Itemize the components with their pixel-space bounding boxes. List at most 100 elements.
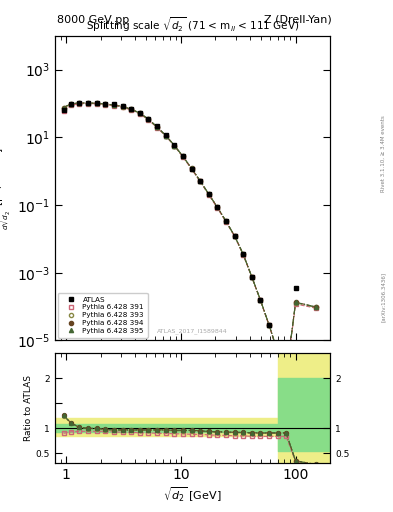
- Pythia 6.428 395: [172, 142, 177, 148]
- Pythia 6.428 394: [198, 178, 202, 184]
- Pythia 6.428 393: [86, 100, 90, 106]
- Pythia 6.428 393: [224, 218, 228, 224]
- Pythia 6.428 395: [198, 178, 202, 184]
- Pythia 6.428 395: [206, 191, 211, 197]
- Pythia 6.428 395: [61, 104, 66, 111]
- Pythia 6.428 394: [241, 251, 246, 257]
- Pythia 6.428 391: [86, 100, 90, 106]
- ATLAS: [293, 285, 298, 291]
- Pythia 6.428 395: [180, 153, 185, 159]
- ATLAS: [189, 165, 194, 172]
- Pythia 6.428 393: [120, 103, 125, 110]
- Pythia 6.428 395: [86, 100, 90, 106]
- Pythia 6.428 393: [163, 133, 168, 139]
- Pythia 6.428 391: [189, 166, 194, 172]
- Pythia 6.428 394: [215, 204, 220, 210]
- Pythia 6.428 395: [103, 101, 108, 107]
- Pythia 6.428 393: [198, 178, 202, 184]
- Pythia 6.428 394: [284, 373, 288, 379]
- Pythia 6.428 393: [293, 300, 298, 306]
- ATLAS: [266, 322, 271, 328]
- ATLAS: [258, 297, 263, 303]
- Pythia 6.428 394: [266, 322, 271, 328]
- Pythia 6.428 393: [189, 165, 194, 172]
- Pythia 6.428 393: [103, 101, 108, 107]
- Pythia 6.428 395: [94, 100, 99, 106]
- Line: Pythia 6.428 395: Pythia 6.428 395: [61, 101, 318, 379]
- Pythia 6.428 395: [163, 133, 168, 139]
- Pythia 6.428 394: [111, 102, 116, 108]
- Line: Pythia 6.428 394: Pythia 6.428 394: [61, 101, 318, 379]
- Pythia 6.428 393: [129, 106, 134, 113]
- Pythia 6.428 395: [138, 110, 142, 116]
- Pythia 6.428 393: [250, 274, 254, 280]
- Pythia 6.428 391: [146, 117, 151, 123]
- Pythia 6.428 393: [284, 374, 288, 380]
- ATLAS: [198, 178, 202, 184]
- Pythia 6.428 394: [206, 191, 211, 197]
- Pythia 6.428 394: [189, 165, 194, 172]
- Pythia 6.428 395: [258, 296, 263, 303]
- Pythia 6.428 395: [189, 165, 194, 172]
- Pythia 6.428 394: [155, 124, 160, 130]
- Pythia 6.428 391: [275, 349, 280, 355]
- Pythia 6.428 395: [232, 233, 237, 239]
- Pythia 6.428 394: [146, 116, 151, 122]
- ATLAS: [250, 274, 254, 280]
- Pythia 6.428 393: [94, 100, 99, 106]
- Pythia 6.428 393: [68, 101, 73, 107]
- Pythia 6.428 395: [68, 101, 73, 107]
- ATLAS: [232, 233, 237, 239]
- Pythia 6.428 394: [275, 348, 280, 354]
- ATLAS: [241, 251, 246, 258]
- ATLAS: [155, 123, 160, 130]
- Pythia 6.428 395: [111, 102, 116, 108]
- Pythia 6.428 393: [111, 102, 116, 108]
- Pythia 6.428 393: [275, 349, 280, 355]
- ATLAS: [206, 191, 211, 197]
- Pythia 6.428 393: [172, 142, 177, 148]
- Text: Rivet 3.1.10, ≥ 3.4M events: Rivet 3.1.10, ≥ 3.4M events: [381, 115, 386, 192]
- Pythia 6.428 395: [275, 348, 280, 354]
- Pythia 6.428 394: [68, 101, 73, 107]
- Pythia 6.428 395: [293, 299, 298, 305]
- ATLAS: [163, 132, 168, 138]
- Pythia 6.428 395: [215, 204, 220, 210]
- Text: [arXiv:1306.3436]: [arXiv:1306.3436]: [381, 272, 386, 322]
- ATLAS: [77, 100, 82, 106]
- ATLAS: [215, 204, 220, 210]
- Pythia 6.428 394: [86, 100, 90, 106]
- Pythia 6.428 391: [172, 143, 177, 149]
- Pythia 6.428 391: [284, 375, 288, 381]
- Pythia 6.428 391: [129, 107, 134, 113]
- ATLAS: [68, 101, 73, 108]
- Pythia 6.428 394: [77, 100, 82, 106]
- Pythia 6.428 394: [180, 153, 185, 159]
- Pythia 6.428 391: [138, 111, 142, 117]
- Y-axis label: Ratio to ATLAS: Ratio to ATLAS: [24, 375, 33, 441]
- Line: Pythia 6.428 391: Pythia 6.428 391: [61, 101, 318, 380]
- Pythia 6.428 395: [224, 218, 228, 224]
- Pythia 6.428 393: [241, 251, 246, 258]
- Pythia 6.428 395: [146, 116, 151, 122]
- Pythia 6.428 394: [61, 104, 66, 111]
- Pythia 6.428 395: [314, 304, 318, 310]
- Pythia 6.428 394: [224, 218, 228, 224]
- ATLAS: [224, 218, 228, 224]
- Pythia 6.428 393: [258, 297, 263, 303]
- Pythia 6.428 393: [314, 304, 318, 310]
- Text: Z (Drell-Yan): Z (Drell-Yan): [264, 14, 332, 25]
- ATLAS: [275, 349, 280, 355]
- Pythia 6.428 391: [241, 252, 246, 258]
- Pythia 6.428 391: [215, 205, 220, 211]
- Y-axis label: $\frac{d\sigma}{d\sqrt{d_2}}$ [pb,GeV$^{-1}$]: $\frac{d\sigma}{d\sqrt{d_2}}$ [pb,GeV$^{…: [0, 147, 13, 229]
- Pythia 6.428 394: [250, 273, 254, 280]
- Pythia 6.428 393: [146, 116, 151, 122]
- ATLAS: [120, 103, 125, 109]
- Pythia 6.428 394: [120, 103, 125, 110]
- Pythia 6.428 393: [180, 153, 185, 159]
- Pythia 6.428 394: [258, 296, 263, 303]
- Pythia 6.428 394: [314, 304, 318, 310]
- Pythia 6.428 395: [250, 273, 254, 280]
- Text: ATLAS_2017_I1589844: ATLAS_2017_I1589844: [157, 329, 228, 334]
